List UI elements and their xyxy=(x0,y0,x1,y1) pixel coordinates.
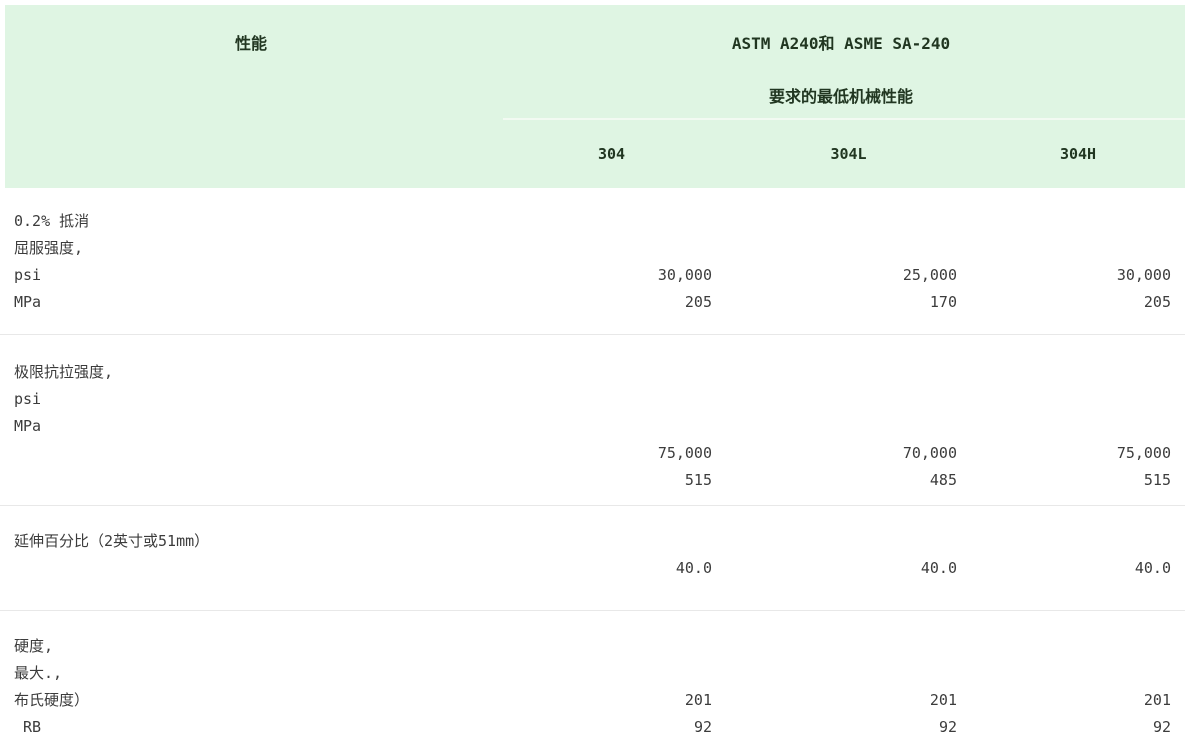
cell-value xyxy=(726,528,971,555)
cell-value xyxy=(726,633,971,660)
row-label: 最大., xyxy=(14,664,63,682)
cell-value xyxy=(497,660,726,687)
table-row: MPa xyxy=(0,413,1185,440)
cell-value xyxy=(971,528,1185,555)
cell-value xyxy=(497,386,726,413)
standard-subtitle: 要求的最低机械性能 xyxy=(768,87,913,106)
table-row: 0.2% 抵消 xyxy=(0,208,1185,235)
cell-value: 40.0 xyxy=(675,559,712,577)
standard-title: ASTM A240和 ASME SA-240 xyxy=(731,34,951,53)
cell-value: 201 xyxy=(1143,691,1171,709)
cell-value: 485 xyxy=(929,471,957,489)
cell-value: 170 xyxy=(929,293,957,311)
cell-value xyxy=(971,633,1185,660)
cell-value xyxy=(971,208,1185,235)
row-label: 极限抗拉强度, xyxy=(14,363,114,381)
table-row: RB 92 92 92 xyxy=(0,714,1185,741)
table-row: 最大., xyxy=(0,660,1185,687)
row-label: 延伸百分比（2英寸或51mm） xyxy=(14,532,210,550)
row-label: psi xyxy=(14,266,42,284)
row-label: MPa xyxy=(14,293,42,311)
cell-value: 201 xyxy=(929,691,957,709)
table-section: 硬度, 最大., 布氏硬度） 201 201 201 RB 92 92 92 xyxy=(0,610,1185,754)
table-row: MPa 205 170 205 xyxy=(0,289,1185,316)
table-row: 延伸百分比（2英寸或51mm） xyxy=(0,528,1185,555)
cell-value xyxy=(497,208,726,235)
table-section: 0.2% 抵消 屈服强度, psi 30,000 25,000 30,000 MPa 205 1… xyxy=(0,188,1185,334)
cell-value xyxy=(726,235,971,262)
cell-value xyxy=(726,386,971,413)
table-row: 极限抗拉强度, xyxy=(0,359,1185,386)
cell-value: 92 xyxy=(1152,718,1171,736)
cell-value: 515 xyxy=(684,471,712,489)
table-row: 75,000 70,000 75,000 xyxy=(0,440,1185,467)
row-label: RB xyxy=(14,718,42,736)
cell-value xyxy=(726,413,971,440)
cell-value: 70,000 xyxy=(902,444,957,462)
row-label: 0.2% 抵消 xyxy=(14,212,90,230)
cell-value xyxy=(726,208,971,235)
header-divider-line xyxy=(503,118,1185,120)
cell-value xyxy=(971,660,1185,687)
cell-value xyxy=(971,413,1185,440)
cell-value: 92 xyxy=(938,718,957,736)
row-label: 布氏硬度） xyxy=(14,691,90,709)
row-label: psi xyxy=(14,390,42,408)
cell-value xyxy=(971,359,1185,386)
cell-value xyxy=(497,359,726,386)
grade-column-header: 304 xyxy=(597,145,626,163)
cell-value xyxy=(497,235,726,262)
table-row: psi xyxy=(0,386,1185,413)
cell-value xyxy=(497,633,726,660)
row-label: 屈服强度, xyxy=(14,239,84,257)
cell-value: 25,000 xyxy=(902,266,957,284)
table-row: 布氏硬度） 201 201 201 xyxy=(0,687,1185,714)
cell-value: 515 xyxy=(1143,471,1171,489)
row-label xyxy=(0,440,497,467)
cell-value: 205 xyxy=(684,293,712,311)
cell-value: 201 xyxy=(684,691,712,709)
table-body: 0.2% 抵消 屈服强度, psi 30,000 25,000 30,000 MPa 205 1… xyxy=(0,188,1185,754)
cell-value xyxy=(971,235,1185,262)
cell-value xyxy=(726,660,971,687)
table-header: 性能 ASTM A240和 ASME SA-240 要求的最低机械性能 304 3… xyxy=(5,5,1185,188)
cell-value: 40.0 xyxy=(920,559,957,577)
cell-value: 75,000 xyxy=(1116,444,1171,462)
table-row: 515 485 515 xyxy=(0,467,1185,494)
table-section: 极限抗拉强度, psi MPa 75,000 70,000 75,000 515 485 515 xyxy=(0,334,1185,505)
cell-value: 75,000 xyxy=(657,444,712,462)
cell-value xyxy=(497,528,726,555)
cell-value: 30,000 xyxy=(1116,266,1171,284)
table-row: psi 30,000 25,000 30,000 xyxy=(0,262,1185,289)
cell-value: 92 xyxy=(693,718,712,736)
cell-value xyxy=(971,386,1185,413)
cell-value xyxy=(497,413,726,440)
row-label xyxy=(0,555,497,582)
table-row: 屈服强度, xyxy=(0,235,1185,262)
cell-value: 30,000 xyxy=(657,266,712,284)
grade-column-header: 304H xyxy=(1059,145,1097,163)
grade-column-header: 304L xyxy=(830,145,867,163)
row-label: MPa xyxy=(14,417,42,435)
table-section: 延伸百分比（2英寸或51mm） 40.0 40.0 40.0 xyxy=(0,505,1185,610)
table-row: 40.0 40.0 40.0 xyxy=(0,555,1185,582)
property-column-header: 性能 xyxy=(234,34,267,53)
cell-value xyxy=(726,359,971,386)
cell-value: 40.0 xyxy=(1134,559,1171,577)
row-label xyxy=(0,467,497,494)
table-row: 硬度, xyxy=(0,633,1185,660)
row-label: 硬度, xyxy=(14,637,54,655)
cell-value: 205 xyxy=(1143,293,1171,311)
grade-header-row: 304 304L 304H xyxy=(497,145,1185,163)
